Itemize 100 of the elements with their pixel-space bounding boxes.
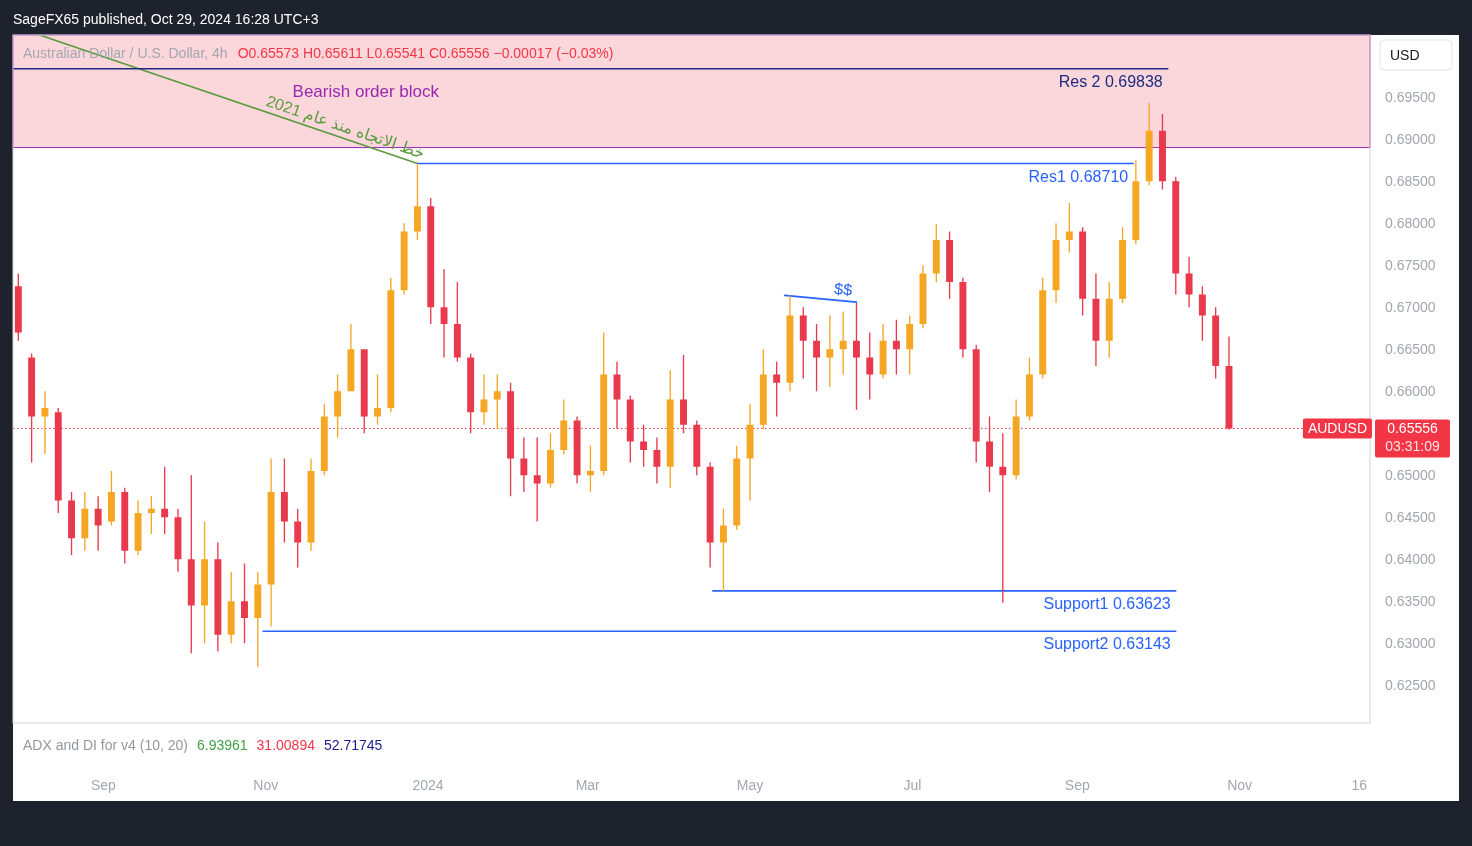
candlestick	[187, 475, 195, 654]
candlestick	[400, 223, 408, 295]
text: 31.00894	[256, 737, 316, 753]
candlestick	[1198, 286, 1206, 341]
candlestick	[666, 370, 674, 488]
text: 6.93961	[196, 737, 248, 753]
candlestick	[307, 458, 315, 551]
candlestick	[1079, 227, 1087, 316]
candlestick	[1145, 103, 1153, 186]
candlestick	[520, 437, 528, 492]
candlestick	[347, 323, 355, 392]
y-tick-label: 0.63000	[1385, 635, 1436, 652]
candlestick	[387, 277, 395, 413]
candlestick	[773, 361, 781, 417]
candlestick	[427, 197, 435, 324]
candlestick	[201, 521, 209, 644]
candlestick	[932, 224, 940, 282]
candlestick	[320, 403, 328, 476]
y-tick-label: 0.67500	[1385, 257, 1436, 274]
candlestick	[653, 437, 661, 484]
candlestick	[227, 571, 235, 644]
candlestick	[440, 269, 448, 358]
x-tick-label: Mar	[575, 777, 601, 793]
candlestick	[706, 462, 714, 568]
text: 0.65556	[1387, 420, 1439, 437]
text: ADX and DI for v4 (10, 20)	[23, 737, 188, 753]
candlestick	[1039, 277, 1047, 379]
series-label: Support1 0.63623	[1043, 594, 1171, 612]
candlestick	[174, 508, 182, 572]
candlestick	[294, 508, 302, 568]
x-tick-label: Nov	[253, 777, 279, 793]
x-tick-label: Sep	[91, 777, 117, 793]
candlestick	[280, 458, 288, 543]
candlestick	[1092, 273, 1100, 366]
text: 52.71745	[323, 737, 383, 753]
y-axis-title: USD	[1390, 47, 1420, 63]
candlestick	[1012, 399, 1020, 480]
candlestick	[866, 332, 874, 400]
y-tick-label: 0.68000	[1385, 215, 1436, 232]
y-tick-label: 0.63500	[1385, 593, 1436, 610]
candlestick	[334, 374, 342, 438]
band-label: Bearish order block	[292, 82, 440, 102]
x-tick-label: Jul	[903, 777, 922, 793]
candlestick	[1212, 307, 1220, 379]
candlestick	[134, 500, 142, 555]
x-tick-label: 16	[1351, 777, 1368, 793]
candlestick	[1105, 281, 1113, 358]
candlestick	[786, 295, 794, 392]
candlestick	[560, 399, 568, 455]
candlestick	[413, 163, 421, 240]
text: 03:31:09	[1385, 438, 1440, 455]
y-tick-label: 0.62500	[1385, 677, 1436, 694]
y-tick-label: 0.65000	[1385, 467, 1436, 484]
x-tick-label: Sep	[1064, 777, 1090, 793]
candlestick	[733, 445, 741, 530]
candlestick	[1132, 160, 1140, 245]
series-label: Res1 0.68710	[1028, 167, 1129, 185]
candlestick	[68, 491, 75, 555]
y-tick-label: 0.66500	[1385, 341, 1436, 358]
y-tick-label: 0.67000	[1385, 299, 1436, 316]
candlestick	[1119, 227, 1127, 303]
candlestick	[1052, 223, 1060, 303]
candlestick	[14, 273, 22, 341]
candlestick	[81, 491, 89, 551]
series-label: Support2 0.63143	[1043, 635, 1171, 653]
candlestick	[746, 403, 754, 501]
candlestick	[879, 323, 887, 379]
text: Australian Dollar / U.S. Dollar, 4h	[23, 45, 228, 61]
x-tick-label: Nov	[1227, 777, 1253, 793]
y-tick-label: 0.69500	[1385, 89, 1436, 106]
candlestick	[241, 563, 248, 644]
y-tick-label: 0.69000	[1385, 131, 1436, 148]
candlestick	[759, 349, 767, 429]
candlestick	[254, 571, 262, 667]
candlestick	[946, 231, 954, 299]
y-tick-label: 0.68500	[1385, 173, 1436, 190]
x-tick-label: 2024	[412, 777, 444, 793]
candlestick	[600, 332, 608, 476]
text: $$	[833, 280, 853, 299]
candlestick	[493, 374, 501, 429]
candlestick	[480, 374, 488, 425]
candlestick	[1172, 176, 1180, 295]
candlestick	[121, 487, 129, 564]
candlestick	[453, 281, 461, 362]
series-label: Res 2 0.69838	[1058, 72, 1163, 90]
y-tick-label: 0.64000	[1385, 551, 1436, 568]
candlestick	[906, 315, 914, 375]
text: SageFX65 published, Oct 29, 2024 16:28 UTC+3	[13, 11, 319, 27]
candlestick	[826, 315, 834, 387]
y-tick-label: 0.64500	[1385, 509, 1436, 526]
candlestick	[94, 496, 102, 551]
x-tick-label: May	[736, 777, 764, 793]
candlestick	[1185, 256, 1193, 308]
candlestick	[267, 458, 275, 627]
candlestick	[813, 323, 821, 392]
ref-line-label: AUDUSD	[1307, 420, 1367, 437]
candlestick	[214, 542, 222, 652]
candlestick	[1025, 357, 1033, 421]
candlestick	[799, 307, 807, 379]
text: O0.65573 H0.65611 L0.65541 C0.65556 −0.00017 (−0.03%)	[237, 45, 614, 61]
